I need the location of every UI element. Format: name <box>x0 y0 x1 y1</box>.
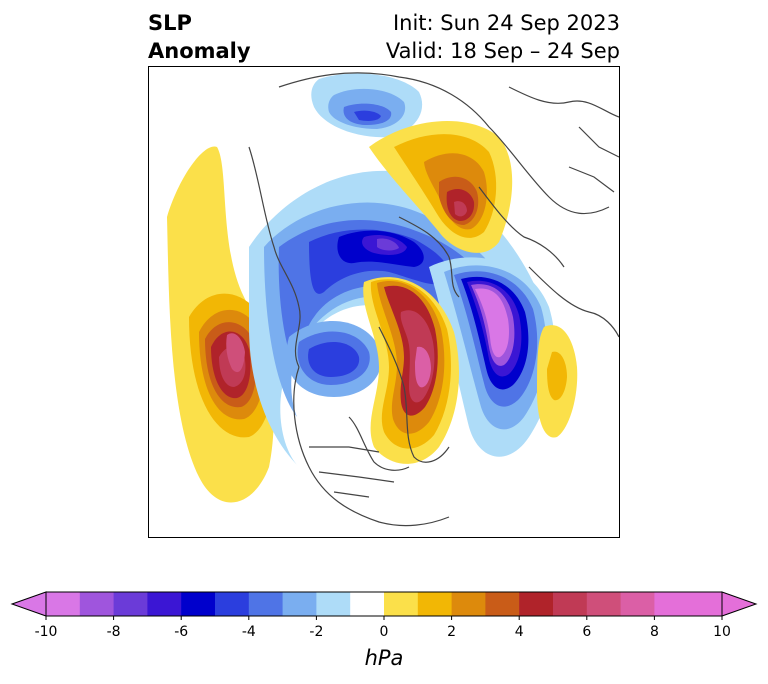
variable-label: SLP <box>148 11 192 35</box>
colorbar-swatch <box>519 592 554 616</box>
colorbar-swatch <box>215 592 250 616</box>
colorbar-swatch <box>417 592 453 616</box>
variable-sublabel: Anomaly <box>148 39 251 63</box>
map-panel <box>148 66 620 538</box>
colorbar-swatch <box>181 592 216 616</box>
colorbar-swatch <box>79 592 115 616</box>
slp-anomaly-map <box>167 72 619 527</box>
colorbar-swatch <box>113 592 148 616</box>
colorbar-tick-label: 10 <box>713 624 731 640</box>
anomaly-europe-low <box>429 257 556 457</box>
colorbar-tick-label: -10 <box>35 624 58 640</box>
anomaly-siberia-high <box>369 120 513 253</box>
colorbar-swatch <box>384 592 419 616</box>
colorbar-tick-label: 2 <box>447 624 456 640</box>
colorbar-swatch <box>688 592 723 616</box>
colorbar-over-extension <box>721 591 758 617</box>
colorbar-swatch <box>553 592 588 616</box>
colorbar-swatch <box>147 592 182 616</box>
colorbar-swatch <box>485 592 520 616</box>
colorbar-swatch <box>586 592 622 616</box>
colorbar-swatch <box>282 592 317 616</box>
colorbar-swatch <box>451 592 486 616</box>
coastlines <box>248 72 619 527</box>
colorbar-swatch <box>620 592 655 616</box>
colorbar-tick-label: -6 <box>174 624 188 640</box>
init-date-label: Init: Sun 24 Sep 2023 <box>392 11 620 35</box>
colorbar-swatch <box>248 592 284 616</box>
map-title-right: Init: Sun 24 Sep 2023 Valid: 18 Sep – 24… <box>386 9 620 65</box>
anomaly-polar-low <box>311 73 423 138</box>
colorbar-swatch <box>46 592 81 616</box>
colorbar-tick-label: 6 <box>582 624 591 640</box>
colorbar-tick-label: 4 <box>515 624 524 640</box>
colorbar-tick-label: 0 <box>380 624 389 640</box>
map-title-left: SLP Anomaly <box>148 9 251 65</box>
colorbar-under-extension <box>10 591 47 617</box>
colorbar-tick-label: -8 <box>107 624 121 640</box>
colorbar-unit-label: hPa <box>364 646 404 670</box>
anomaly-atlantic-high <box>363 277 459 464</box>
colorbar-swatch <box>654 592 689 616</box>
colorbar-tick-label: 8 <box>650 624 659 640</box>
colorbar-tick-label: -4 <box>242 624 256 640</box>
colorbar-swatch <box>316 592 351 616</box>
valid-range-label: Valid: 18 Sep – 24 Sep <box>385 39 620 63</box>
colorbar-tick-label: -2 <box>309 624 323 640</box>
colorbar-swatch <box>350 592 385 616</box>
colorbar: -10 -8 -6 -4 -2 0 2 4 6 8 10 <box>10 591 758 640</box>
anomaly-canada-low <box>286 320 382 397</box>
anomaly-east-high <box>537 325 578 438</box>
